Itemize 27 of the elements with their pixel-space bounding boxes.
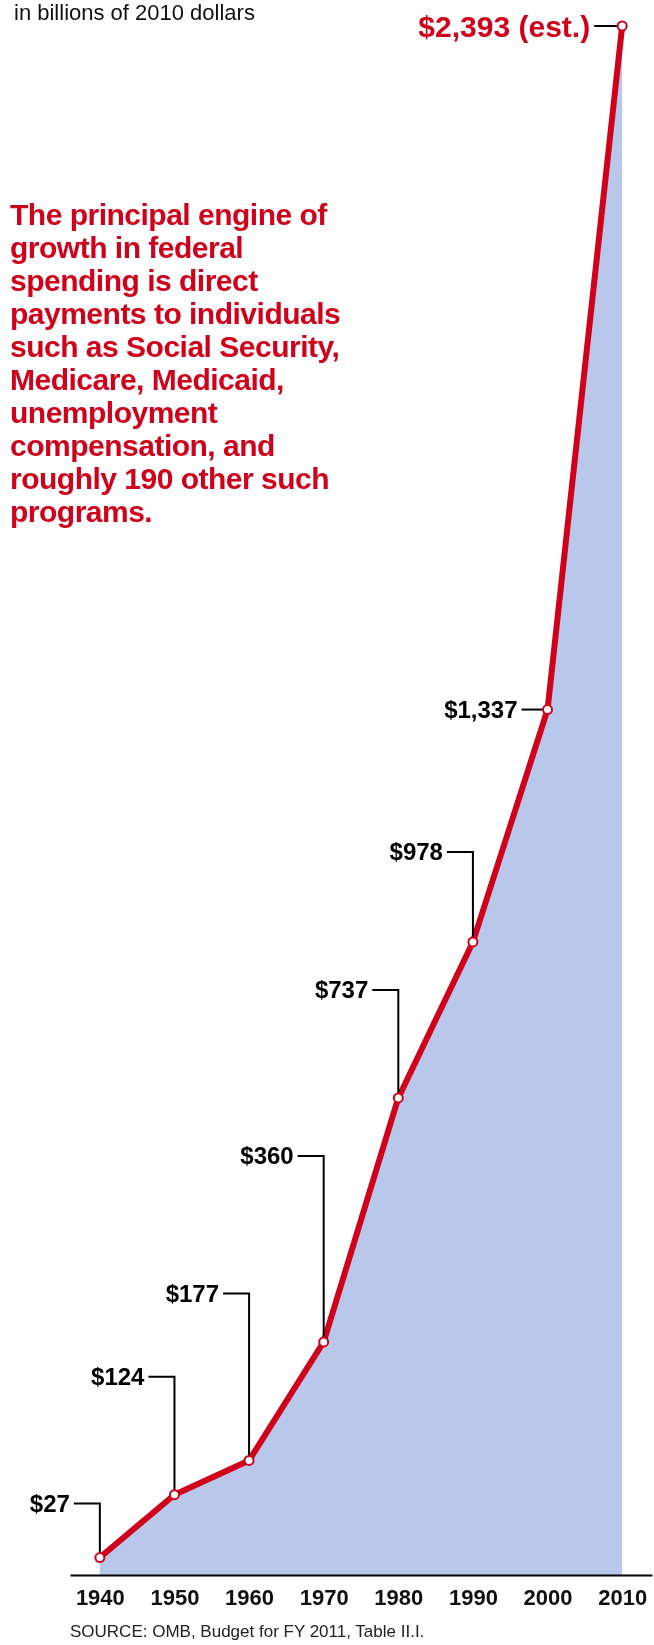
x-tick-label: 1950 xyxy=(150,1584,200,1610)
data-label: $737 xyxy=(314,976,369,1004)
x-tick-label: 1940 xyxy=(75,1584,125,1610)
point xyxy=(318,1336,330,1348)
x-tick-label: 1960 xyxy=(225,1584,275,1610)
x-tick-label: 1990 xyxy=(448,1584,498,1610)
data-label: $177 xyxy=(165,1279,220,1307)
point xyxy=(392,1092,404,1104)
text: The principal engine of growth in federal spending is direct payments to individuals such as Social Security, Medicare, Medicaid, unemployment compensation, and roughly 190 other such programs. xyxy=(10,198,341,528)
point xyxy=(243,1454,255,1466)
source-note: SOURCE: OMB, Budget for FY 2011, Table II.I. xyxy=(70,1622,425,1641)
point xyxy=(94,1552,106,1564)
data-label: $27 xyxy=(29,1489,70,1517)
point xyxy=(467,936,479,948)
data-label: $1,337 xyxy=(444,695,518,723)
x-tick-label: 1980 xyxy=(374,1584,424,1610)
x-tick-label: 1970 xyxy=(299,1584,349,1610)
x-tick-label: 2000 xyxy=(523,1584,573,1610)
point xyxy=(616,20,628,32)
data-label: $978 xyxy=(389,838,443,866)
point xyxy=(168,1489,180,1501)
data-label: $2,393 (est.) xyxy=(418,9,591,43)
data-label: $124 xyxy=(91,1363,146,1391)
point xyxy=(542,704,554,716)
data-label: $360 xyxy=(240,1142,294,1170)
x-tick-label: 2010 xyxy=(598,1584,648,1610)
chart-subtitle: in billions of 2010 dollars xyxy=(14,0,255,25)
